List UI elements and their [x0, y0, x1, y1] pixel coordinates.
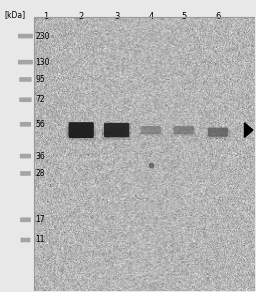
FancyBboxPatch shape — [20, 218, 31, 222]
Text: 11: 11 — [36, 235, 45, 244]
FancyBboxPatch shape — [139, 126, 163, 131]
FancyBboxPatch shape — [19, 98, 32, 102]
Text: 4: 4 — [148, 11, 153, 20]
Text: 3: 3 — [114, 11, 119, 20]
Text: 230: 230 — [36, 32, 50, 41]
FancyBboxPatch shape — [102, 126, 131, 134]
Text: 72: 72 — [36, 95, 45, 104]
Text: 36: 36 — [36, 152, 45, 161]
FancyBboxPatch shape — [172, 126, 196, 131]
Text: 1: 1 — [43, 11, 48, 20]
FancyBboxPatch shape — [67, 126, 96, 135]
FancyBboxPatch shape — [174, 126, 194, 134]
Text: 6: 6 — [215, 11, 221, 20]
FancyBboxPatch shape — [20, 171, 31, 176]
FancyBboxPatch shape — [20, 122, 31, 127]
FancyBboxPatch shape — [139, 132, 163, 136]
Text: [kDa]: [kDa] — [4, 10, 25, 19]
Text: 17: 17 — [36, 215, 45, 224]
FancyBboxPatch shape — [20, 238, 30, 242]
FancyBboxPatch shape — [206, 134, 230, 139]
FancyBboxPatch shape — [172, 132, 196, 136]
FancyBboxPatch shape — [19, 77, 32, 82]
FancyBboxPatch shape — [69, 122, 94, 138]
FancyBboxPatch shape — [67, 132, 96, 140]
Text: 130: 130 — [36, 58, 50, 67]
FancyBboxPatch shape — [104, 123, 129, 137]
Text: 2: 2 — [79, 11, 84, 20]
Polygon shape — [244, 123, 253, 137]
Text: 28: 28 — [36, 169, 45, 178]
FancyBboxPatch shape — [102, 132, 131, 140]
Text: 56: 56 — [36, 120, 45, 129]
FancyBboxPatch shape — [18, 34, 33, 39]
Text: 95: 95 — [36, 75, 45, 84]
FancyBboxPatch shape — [206, 128, 230, 133]
FancyBboxPatch shape — [18, 60, 33, 65]
Text: 5: 5 — [181, 11, 186, 20]
FancyBboxPatch shape — [141, 126, 161, 134]
FancyBboxPatch shape — [20, 154, 31, 159]
FancyBboxPatch shape — [208, 128, 228, 137]
Bar — [34, 17, 255, 291]
